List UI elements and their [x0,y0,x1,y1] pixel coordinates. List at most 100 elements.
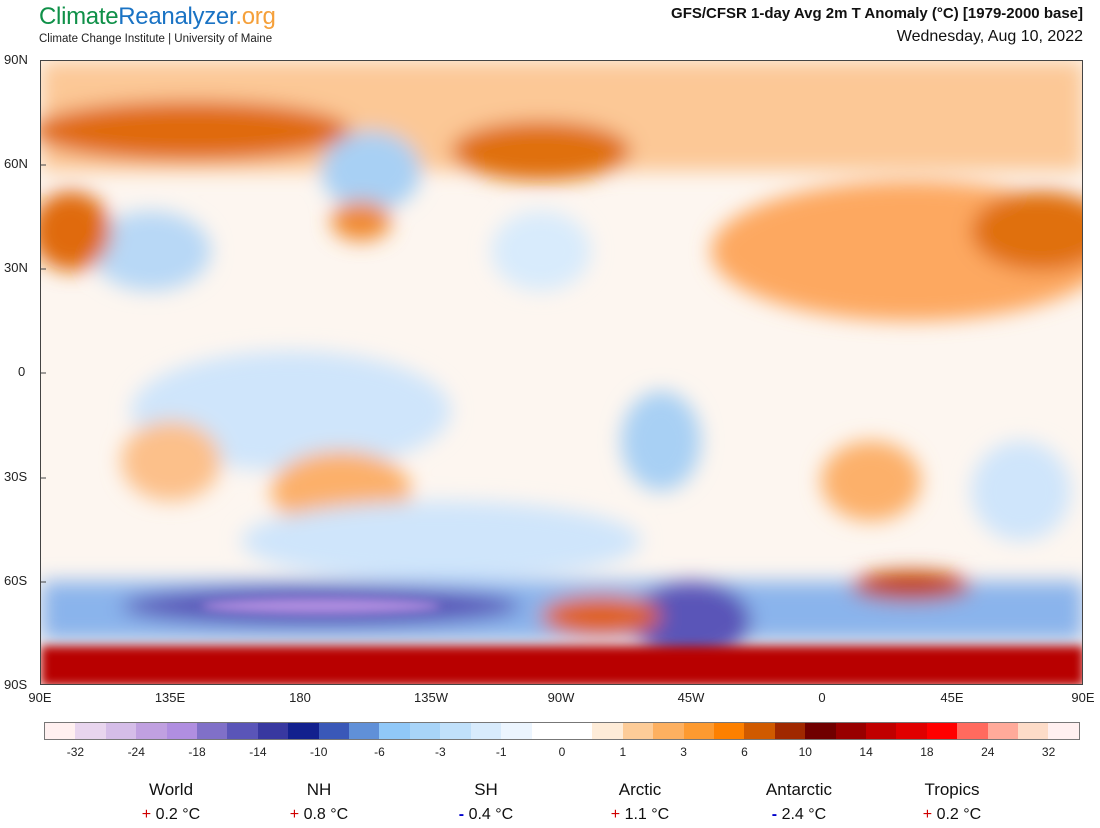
colorbar-label: 24 [981,745,995,759]
stat-sign: + [289,806,300,823]
colorbar-label: -32 [66,745,85,759]
colorbar-swatch [501,723,532,739]
colorbar-swatch [926,723,958,739]
colorbar-label: 14 [859,745,873,759]
colorbar-label: -6 [374,745,385,759]
colorbar-swatch [166,723,198,739]
stat-nh: NH + 0.8 °C [249,780,389,824]
colorbar-label: -14 [249,745,267,759]
colorbar-label: -1 [495,745,507,759]
colorbar-swatch [622,723,654,739]
anomaly-field [41,61,1082,684]
colorbar-swatch [409,723,441,739]
colorbar-swatch [865,723,897,739]
stat-sign: + [922,806,933,823]
temperature-anomaly-map [40,60,1083,685]
colorbar-label: 18 [920,745,934,759]
stat-sign: - [458,806,465,823]
colorbar-swatch [1048,723,1079,739]
colorbar-label: 1 [619,745,627,759]
stat-sh: SH - 0.4 °C [416,780,556,824]
stat-antarctic: Antarctic - 2.4 °C [729,780,869,824]
colorbar-swatch [531,723,562,739]
colorbar-label: 3 [680,745,687,759]
colorbar-swatch [683,723,714,739]
colorbar-label: 32 [1041,745,1056,759]
colorbar-swatch [257,723,289,739]
colorbar-label: 10 [798,745,812,759]
stat-name: Antarctic [765,780,833,799]
climate-reanalyzer-logo[interactable]: ClimateReanalyzer.org [39,3,276,31]
colorbar-swatch [1018,723,1049,739]
colorbar-label: 0 [558,745,566,759]
map-date: Wednesday, Aug 10, 2022 [896,28,1083,45]
stat-world: World + 0.2 °C [101,780,241,824]
lon-label: 45E [940,690,964,705]
lat-label: 60S [4,573,28,588]
colorbar-swatch [318,723,350,739]
colorbar-label: 6 [741,745,748,759]
stat-name: SH [474,780,498,799]
lon-label: 0 [818,690,826,705]
colorbar-swatch [653,723,684,739]
lon-label: 90E [1071,690,1095,705]
lon-label: 180 [289,690,311,705]
stat-name: World [148,780,194,799]
colorbar-swatch [561,723,593,739]
stat-arctic: Arctic + 1.1 °C [570,780,710,824]
colorbar-swatch [774,723,806,739]
lon-label: 135W [414,690,448,705]
colorbar [44,722,1080,740]
colorbar-swatch [592,723,623,739]
stat-value: 0.8 °C [303,806,349,823]
stat-value: 0.2 °C [155,806,201,823]
lon-label: 90W [547,690,575,705]
colorbar-swatch [440,723,471,739]
stat-tropics: Tropics + 0.2 °C [882,780,1022,824]
colorbar-swatch [896,723,927,739]
lat-label: 30S [4,469,28,484]
colorbar-swatch [805,723,836,739]
stat-name: Arctic [618,780,662,799]
map-title: GFS/CFSR 1-day Avg 2m T Anomaly (°C) [19… [671,5,1083,22]
lon-label: 135E [154,690,186,705]
colorbar-swatch [75,723,106,739]
grid-ticks [41,164,46,583]
stat-value: 2.4 °C [781,806,827,823]
colorbar-swatch [197,723,228,739]
stat-value: 0.4 °C [468,806,514,823]
stat-sign: + [141,806,152,823]
colorbar-label: -10 [310,745,328,759]
colorbar-swatch [227,723,258,739]
lat-label: 90N [4,52,28,67]
lat-label: 90S [4,677,28,692]
stat-value: 0.2 °C [936,806,982,823]
logo-part: Climate [39,3,119,30]
colorbar-swatch [349,723,380,739]
colorbar-label: -18 [188,745,206,759]
stat-value: 1.1 °C [624,806,670,823]
stat-name: NH [306,780,332,799]
colorbar-swatch [835,723,866,739]
lon-label: 45W [677,690,705,705]
lat-label: 30N [4,260,28,275]
colorbar-swatch [713,723,745,739]
colorbar-swatch [379,723,410,739]
colorbar-swatch [45,723,76,739]
colorbar-label: -3 [435,745,446,759]
colorbar-swatch [136,723,167,739]
logo-subtitle: Climate Change Institute | University of… [39,33,273,45]
lat-label: 60N [4,156,28,171]
colorbar-swatch [957,723,988,739]
colorbar-label: -24 [127,745,145,759]
lon-label: 90E [28,690,52,705]
colorbar-swatch [288,723,319,739]
colorbar-swatch [744,723,775,739]
lat-label: 0 [18,364,26,379]
stat-sign: - [771,806,778,823]
logo-part: Reanalyzer [118,3,236,30]
logo-part: .org [235,3,276,30]
stat-sign: + [610,806,621,823]
colorbar-swatch [105,723,137,739]
